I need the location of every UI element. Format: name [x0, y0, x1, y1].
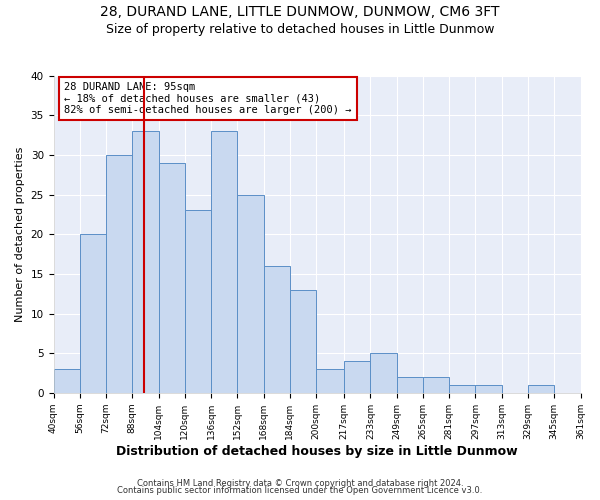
Bar: [80, 234, 106, 393]
Bar: [290, 290, 316, 393]
Bar: [211, 131, 238, 393]
Bar: [158, 163, 185, 393]
Bar: [238, 194, 263, 393]
Bar: [316, 369, 344, 393]
Text: 28 DURAND LANE: 95sqm
← 18% of detached houses are smaller (43)
82% of semi-deta: 28 DURAND LANE: 95sqm ← 18% of detached …: [64, 82, 352, 115]
Bar: [528, 385, 554, 393]
Bar: [370, 353, 397, 393]
Bar: [581, 385, 600, 393]
Bar: [263, 266, 290, 393]
Bar: [423, 377, 449, 393]
Text: Contains public sector information licensed under the Open Government Licence v3: Contains public sector information licen…: [118, 486, 482, 495]
Bar: [53, 369, 80, 393]
Bar: [397, 377, 423, 393]
Text: 28, DURAND LANE, LITTLE DUNMOW, DUNMOW, CM6 3FT: 28, DURAND LANE, LITTLE DUNMOW, DUNMOW, …: [100, 5, 500, 19]
Text: Size of property relative to detached houses in Little Dunmow: Size of property relative to detached ho…: [106, 22, 494, 36]
Bar: [344, 361, 370, 393]
Y-axis label: Number of detached properties: Number of detached properties: [15, 146, 25, 322]
Bar: [449, 385, 475, 393]
Bar: [106, 155, 133, 393]
X-axis label: Distribution of detached houses by size in Little Dunmow: Distribution of detached houses by size …: [116, 444, 518, 458]
Bar: [475, 385, 502, 393]
Bar: [133, 131, 158, 393]
Bar: [185, 210, 211, 393]
Text: Contains HM Land Registry data © Crown copyright and database right 2024.: Contains HM Land Registry data © Crown c…: [137, 478, 463, 488]
